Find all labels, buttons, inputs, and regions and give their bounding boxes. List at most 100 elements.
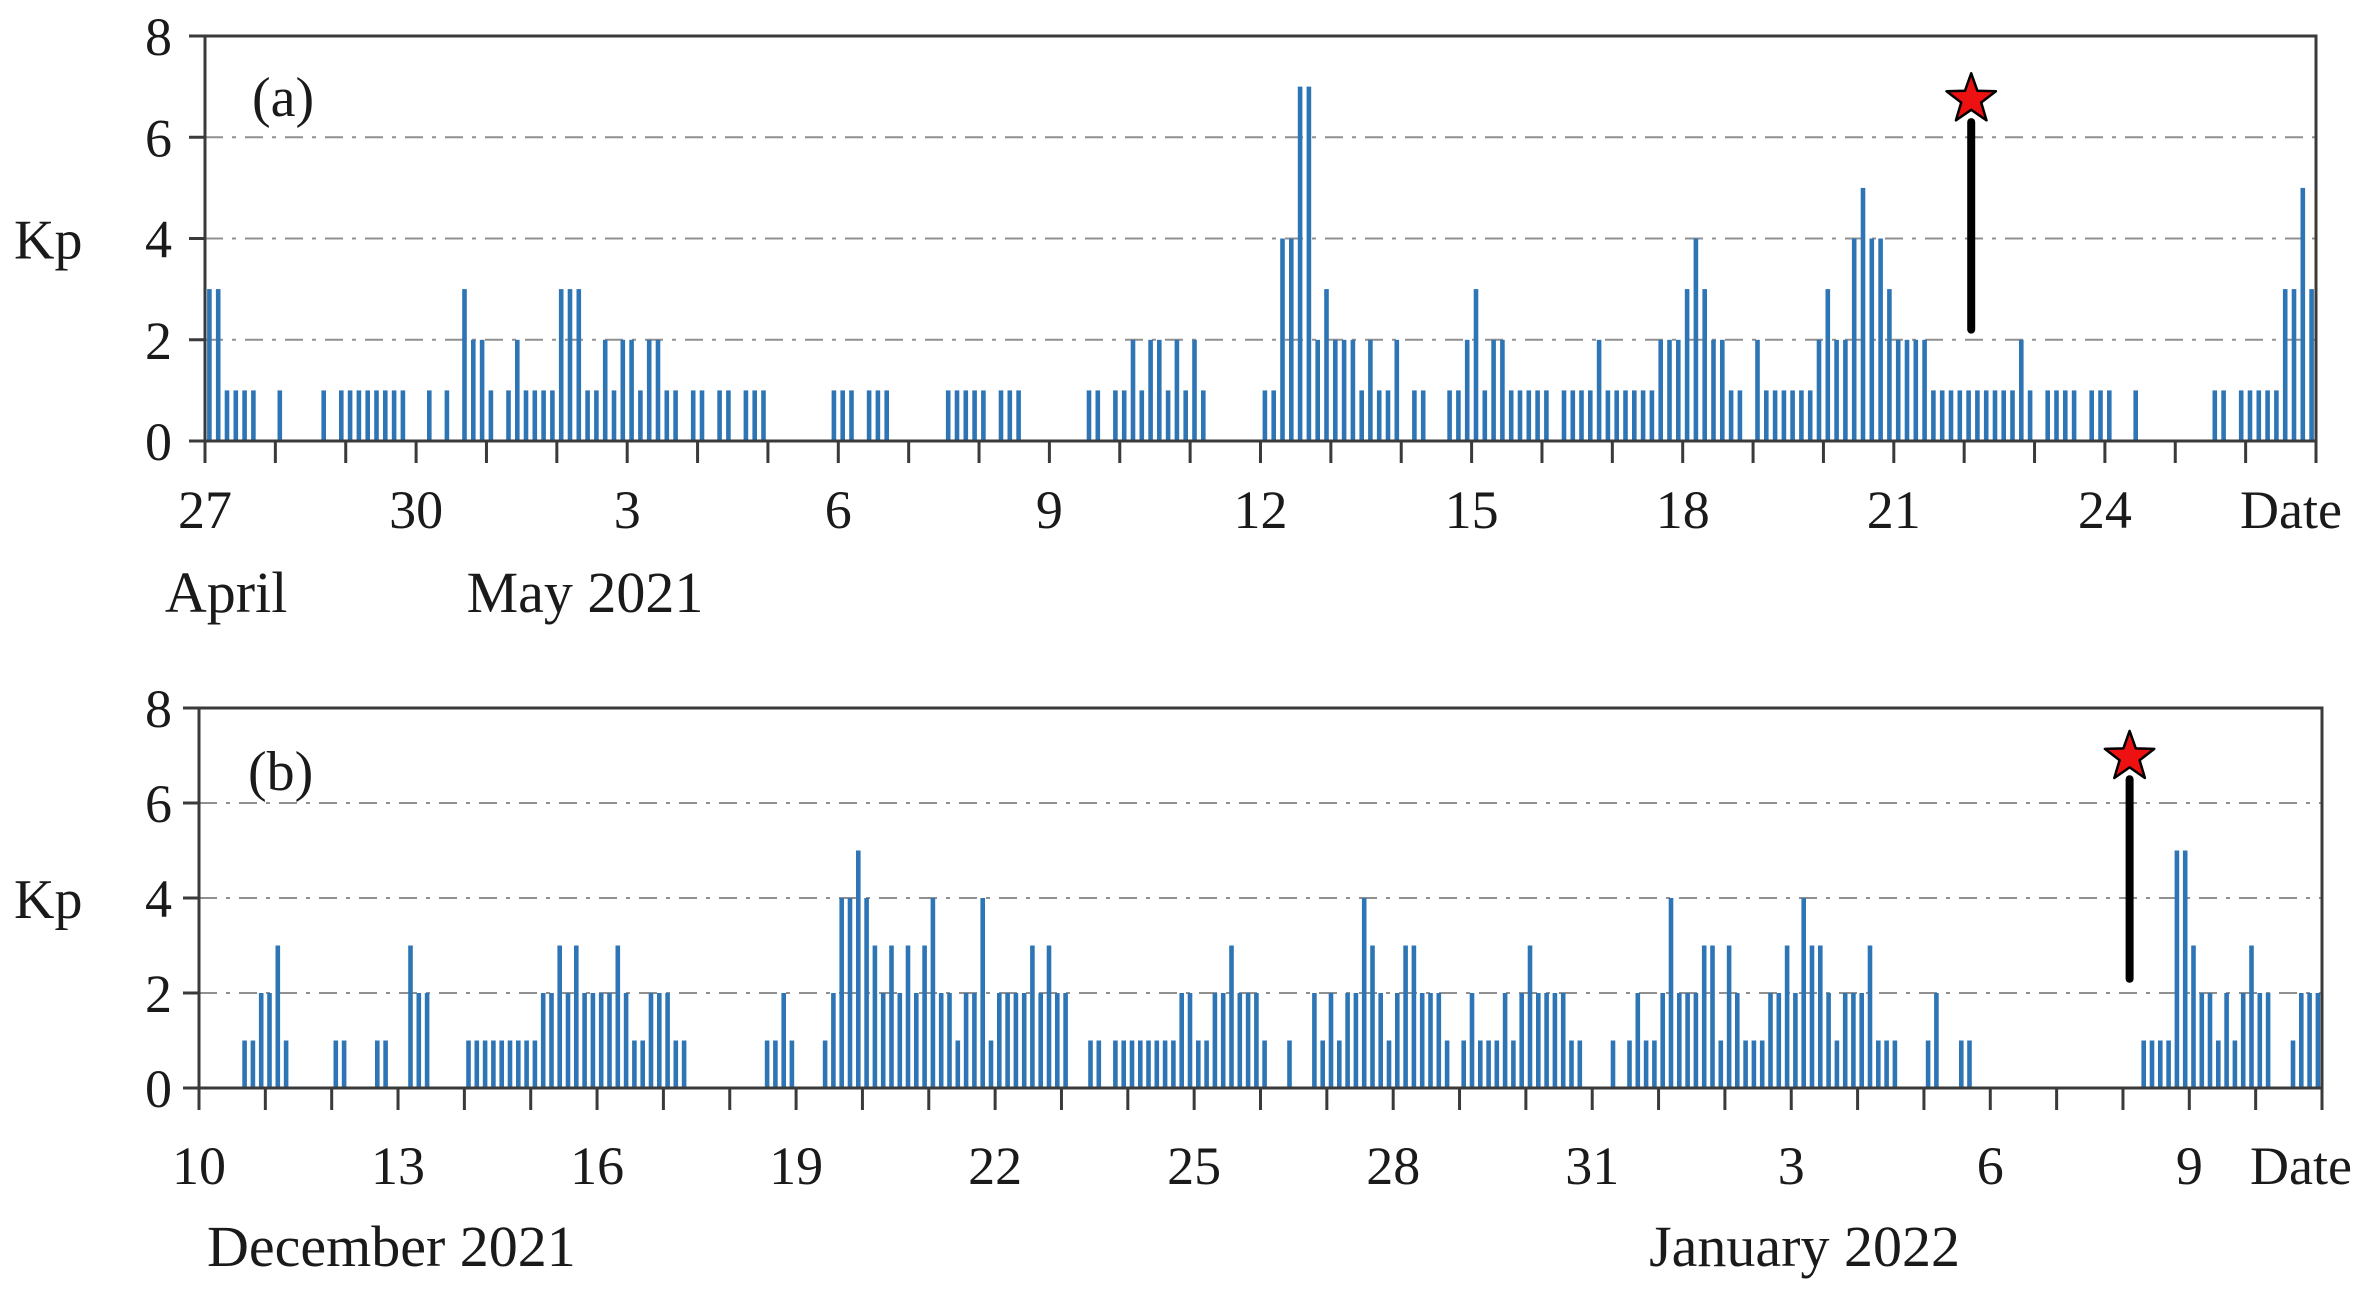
kp-bar	[557, 945, 562, 1088]
kp-bar	[1353, 993, 1359, 1088]
kp-bar	[383, 1040, 388, 1088]
kp-bar	[549, 993, 554, 1088]
kp-bar	[1959, 1040, 1964, 1088]
kp-bar	[1138, 1040, 1143, 1088]
kp-bar	[1482, 390, 1488, 441]
kp-bar	[2141, 1040, 2146, 1088]
y-axis-title: Kp	[14, 869, 82, 931]
kp-bar	[1148, 339, 1153, 442]
kp-bar	[1843, 339, 1848, 442]
kp-bar	[532, 1040, 538, 1088]
y-tick-label: 2	[145, 311, 172, 371]
kp-bar	[1726, 945, 1732, 1088]
kp-bar	[1922, 339, 1927, 442]
kp-bar	[375, 1040, 380, 1088]
kp-bar	[1376, 390, 1382, 441]
kp-bar	[598, 993, 604, 1088]
kp-bar	[699, 390, 705, 441]
kp-bar	[889, 945, 894, 1088]
y-tick-label: 0	[145, 412, 172, 472]
y-tick-label: 0	[145, 1059, 172, 1119]
kp-bar	[1859, 993, 1864, 1088]
kp-bar	[1776, 993, 1782, 1088]
kp-bar	[1038, 993, 1043, 1088]
kp-bar	[743, 390, 749, 441]
x-tick-label: 25	[1167, 1136, 1221, 1196]
x-tick-label: 10	[172, 1136, 226, 1196]
x-tick-label: 9	[1036, 480, 1063, 540]
kp-bar	[1245, 993, 1251, 1088]
kp-bar	[2149, 1040, 2155, 1088]
kp-bar	[1220, 993, 1226, 1088]
kp-bar	[462, 289, 467, 441]
kp-bar	[1660, 993, 1665, 1088]
kp-bars	[242, 850, 2321, 1088]
kp-bar	[1710, 945, 1715, 1088]
kp-bar	[2133, 390, 2138, 441]
kp-bar	[1183, 390, 1188, 441]
y-tick-label: 2	[145, 964, 172, 1024]
kp-bar	[947, 993, 952, 1088]
kp-bar	[1895, 339, 1901, 442]
kp-bar	[1007, 390, 1013, 441]
kp-bar	[1469, 993, 1475, 1088]
kp-bar	[365, 390, 370, 441]
month-label: April	[165, 560, 287, 625]
kp-bar	[2257, 993, 2263, 1088]
kp-bar	[424, 993, 430, 1088]
kp-bar	[2232, 1040, 2238, 1088]
kp-bar	[474, 1040, 480, 1088]
kp-bar	[1412, 390, 1417, 441]
y-tick-label: 6	[145, 774, 172, 834]
kp-bar	[541, 390, 546, 441]
kp-bar	[215, 289, 221, 441]
kp-bar	[516, 1040, 521, 1088]
kp-bar	[822, 1040, 828, 1088]
kp-bar	[1807, 390, 1813, 441]
kp-bar	[1229, 945, 1234, 1088]
kp-bar	[506, 390, 511, 441]
kp-bar	[1464, 339, 1470, 442]
kp-bar	[2315, 993, 2321, 1088]
kp-bar	[2265, 993, 2271, 1088]
kp-bar	[726, 390, 731, 441]
kp-bar	[1179, 993, 1184, 1088]
date-axis-label: Date	[2240, 480, 2342, 540]
kp-bar	[2174, 850, 2180, 1088]
kp-bar	[1793, 993, 1798, 1088]
kp-bar	[880, 993, 886, 1088]
kp-bar	[1165, 390, 1171, 441]
kp-bar	[594, 390, 599, 441]
kp-bar	[1005, 993, 1010, 1088]
kp-bar	[1768, 993, 1773, 1088]
kp-bar	[1271, 390, 1276, 441]
kp-bar	[1436, 993, 1442, 1088]
kp-bar	[1755, 339, 1760, 442]
kp-bar	[321, 390, 326, 441]
kp-bar	[1315, 339, 1320, 442]
kp-bar	[1892, 1040, 1898, 1088]
x-tick-label: 6	[1977, 1136, 2004, 1196]
kp-bar	[2107, 390, 2112, 441]
kp-bar	[1975, 390, 1980, 441]
kp-bar	[1711, 339, 1716, 442]
kp-bar	[955, 1040, 961, 1088]
kp-bar	[341, 1040, 347, 1088]
kp-bar	[1614, 390, 1619, 441]
kp-bar	[1121, 1040, 1126, 1088]
kp-bar	[648, 993, 654, 1088]
kp-bar	[665, 993, 670, 1088]
x-tick-label: 16	[570, 1136, 624, 1196]
x-tick-label: 6	[825, 480, 852, 540]
kp-bar	[1341, 339, 1347, 442]
kp-bar	[1500, 339, 1505, 442]
kp-bar	[664, 390, 670, 441]
kp-bar	[558, 289, 564, 441]
kp-bar	[1693, 993, 1699, 1088]
kp-bar	[1552, 993, 1558, 1088]
kp-bar	[1685, 993, 1690, 1088]
kp-bar	[1420, 390, 1426, 441]
kp-bar	[2307, 993, 2312, 1088]
kp-bar	[864, 898, 869, 1088]
kp-bar	[532, 390, 538, 441]
